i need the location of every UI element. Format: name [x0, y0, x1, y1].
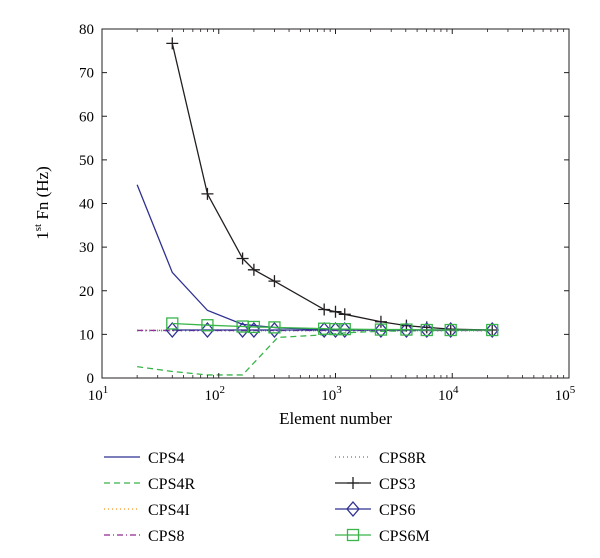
legend-label-cps8r: CPS8R: [379, 450, 426, 467]
data-point-cps6: [485, 322, 500, 339]
data-point-cps6: [235, 322, 250, 339]
y-tick-label: 0: [87, 371, 95, 387]
x-tick-label: 105: [555, 384, 576, 404]
y-tick-label: 30: [79, 240, 94, 256]
series-line-cps6m: [172, 322, 493, 331]
data-point-cps6: [200, 322, 215, 339]
y-tick-label: 10: [79, 327, 94, 343]
data-point-cps6: [443, 322, 458, 339]
legend-item-cps6: CPS6: [335, 501, 415, 519]
y-axis-label-sup: st: [32, 224, 44, 231]
legend-item-cps4: CPS4: [104, 450, 184, 467]
legend-label-cps4i: CPS4I: [148, 502, 190, 519]
data-point-cps6m: [268, 321, 281, 334]
series-cps3: [166, 37, 499, 337]
data-point-cps6m: [247, 320, 261, 334]
data-point-cps6: [165, 322, 180, 339]
legend-marker-cps6: [346, 501, 360, 517]
data-point-cps6m: [444, 323, 457, 337]
data-point-cps6: [374, 322, 388, 339]
legend-item-cps4i: CPS4I: [104, 502, 190, 519]
x-axis-label: Element number: [279, 409, 392, 428]
data-point-cps3: [374, 315, 387, 328]
y-tick-label: 50: [79, 153, 94, 169]
x-tick-label: 103: [321, 384, 342, 404]
x-tick-label: 104: [438, 384, 459, 404]
data-point-cps6m: [420, 323, 433, 337]
legend-item-cps6m: CPS6M: [335, 528, 430, 545]
data-point-cps6m: [400, 323, 413, 336]
y-tick-label: 20: [79, 284, 94, 300]
legend: CPS4 CPS4R CPS4I CPS8 CPS8R CPS3 CPS6 CPS6M: [104, 450, 430, 545]
legend-label-cps3: CPS3: [379, 476, 415, 493]
legend-item-cps4r: CPS4R: [104, 476, 195, 493]
data-point-cps3: [247, 263, 260, 276]
data-point-cps6m: [329, 322, 342, 336]
data-point-cps6m: [166, 317, 179, 330]
legend-label-cps4: CPS4: [148, 450, 184, 467]
data-point-cps6: [419, 322, 434, 339]
legend-item-cps8: CPS8: [104, 528, 184, 545]
series-cps4r: [137, 329, 493, 376]
data-point-cps6m: [201, 319, 214, 332]
data-point-cps3: [318, 303, 331, 316]
data-point-cps6m: [486, 323, 499, 337]
legend-marker-cps3: [347, 477, 359, 489]
data-point-cps3: [338, 308, 351, 321]
y-tick-label: 60: [79, 109, 94, 125]
data-point-cps3: [166, 37, 179, 50]
y-axis-label-base: 1: [33, 231, 52, 240]
series-cps4: [136, 184, 493, 331]
legend-label-cps4r: CPS4R: [148, 476, 195, 493]
data-point-cps6: [317, 322, 332, 339]
plot-frame: [101, 28, 570, 379]
legend-label-cps6: CPS6: [379, 502, 415, 519]
data-point-cps3: [236, 252, 249, 265]
series-line-cps4: [136, 184, 493, 331]
data-point-cps3: [329, 305, 342, 318]
legend-item-cps3: CPS3: [335, 476, 415, 493]
data-point-cps6m: [374, 323, 388, 336]
y-tick-label: 70: [79, 66, 94, 82]
x-tick-label: 101: [88, 384, 109, 404]
legend-label-cps8: CPS8: [148, 528, 184, 545]
y-axis-label-rest: Fn (Hz): [33, 166, 52, 224]
data-point-cps3: [268, 275, 281, 288]
legend-marker-cps6m: [346, 528, 360, 542]
series-line-cps3: [171, 43, 493, 331]
y-axis-label: 1st Fn (Hz): [32, 166, 52, 239]
series-line-cps4r: [137, 329, 493, 376]
data-point-cps6: [399, 322, 414, 339]
series-layer: [136, 37, 500, 376]
legend-label-cps6m: CPS6M: [379, 528, 430, 545]
legend-item-cps8r: CPS8R: [335, 450, 426, 467]
x-tick-label: 102: [205, 384, 226, 404]
y-tick-label: 80: [79, 22, 94, 38]
series-cps6m: [166, 317, 499, 337]
data-point-cps6m: [338, 322, 351, 336]
data-point-cps3: [201, 187, 214, 200]
y-tick-label: 40: [79, 197, 94, 213]
ticks-layer: 101 102 103 104 105 0 10 20 30 40 50 60 70 80: [79, 22, 576, 404]
